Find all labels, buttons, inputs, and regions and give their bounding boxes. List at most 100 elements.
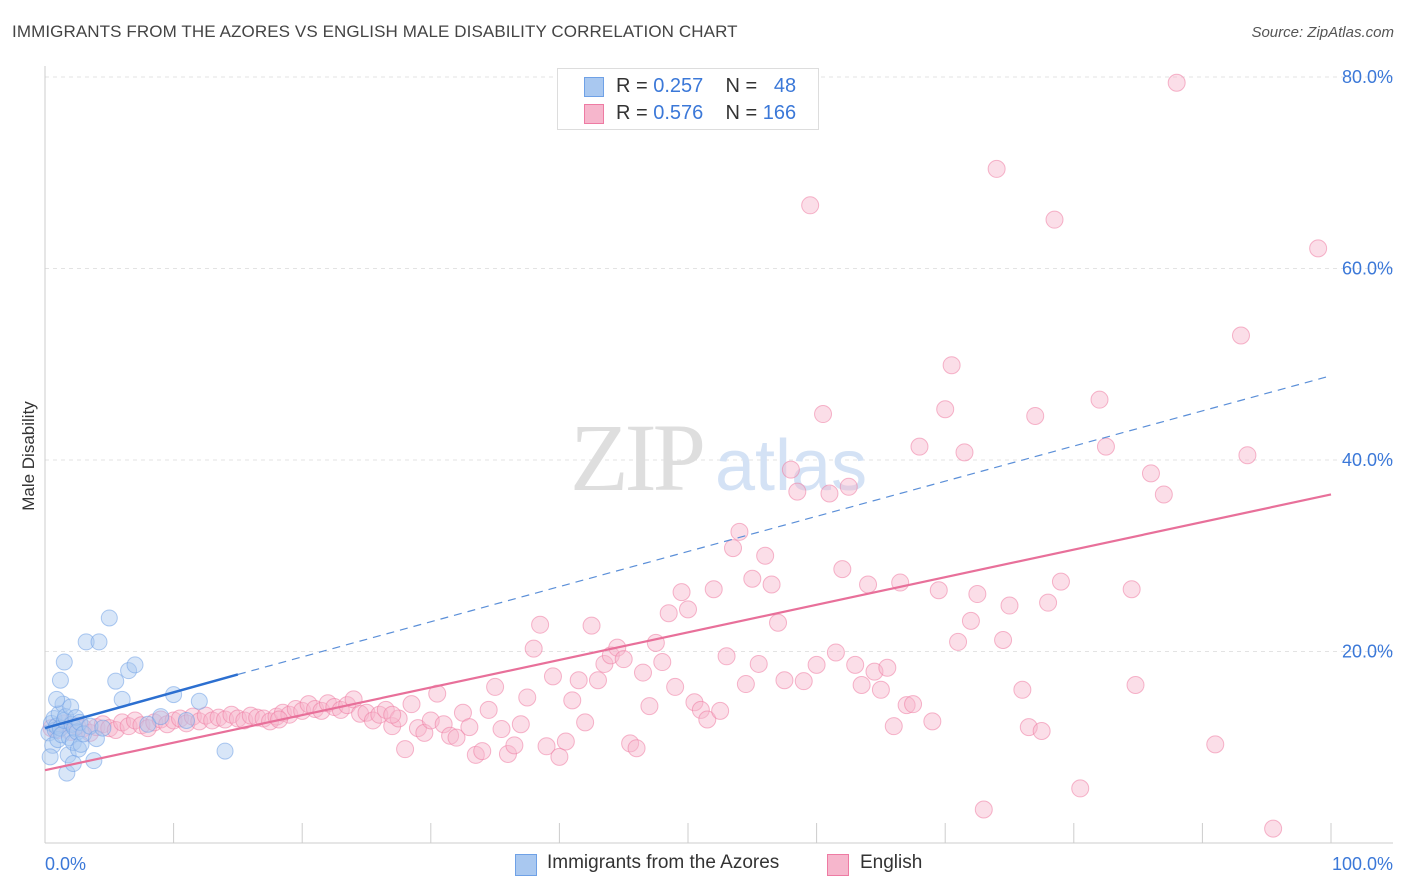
- data-point: [1231, 326, 1250, 345]
- trend-line-azores: [44, 673, 239, 730]
- data-point: [1141, 464, 1160, 483]
- data-point: [447, 728, 466, 747]
- data-point: [910, 437, 929, 456]
- data-point: [434, 715, 453, 734]
- data-point: [1013, 680, 1032, 699]
- data-point: [1039, 593, 1058, 612]
- data-point: [524, 639, 543, 658]
- data-point: [942, 356, 961, 375]
- data-point: [698, 710, 717, 729]
- data-point: [936, 400, 955, 419]
- data-point: [1090, 390, 1109, 409]
- data-point: [550, 747, 569, 766]
- data-point: [852, 676, 871, 695]
- data-point: [769, 613, 788, 632]
- data-point: [839, 477, 858, 496]
- data-point: [87, 730, 105, 748]
- data-point: [126, 656, 144, 674]
- data-point: [1032, 721, 1051, 740]
- data-point: [633, 663, 652, 682]
- data-point: [1238, 446, 1257, 465]
- legend-n-value: 166: [762, 102, 797, 124]
- data-point: [1206, 735, 1225, 754]
- watermark-zip: ZIP: [570, 404, 703, 511]
- data-point: [152, 708, 170, 726]
- trend-line-english: [44, 493, 1332, 772]
- data-point: [505, 736, 524, 755]
- data-point: [846, 655, 865, 674]
- data-point: [897, 696, 916, 715]
- data-point: [216, 742, 234, 760]
- data-point: [743, 569, 762, 588]
- data-point: [1167, 73, 1186, 92]
- data-point: [531, 615, 550, 634]
- data-point: [100, 609, 118, 627]
- data-point: [1026, 406, 1045, 425]
- data-point: [107, 672, 125, 690]
- data-point: [833, 560, 852, 579]
- data-point: [588, 671, 607, 690]
- data-point: [949, 632, 968, 651]
- data-point: [518, 688, 537, 707]
- x-tick-label: 100.0%: [1332, 854, 1393, 874]
- data-point: [704, 580, 723, 599]
- bottom-legend-label-azores: Immigrants from the Azores: [547, 852, 780, 873]
- data-point: [1309, 239, 1328, 258]
- data-point: [994, 631, 1013, 650]
- data-point: [711, 701, 730, 720]
- data-point: [801, 196, 820, 215]
- data-point: [672, 583, 691, 602]
- data-point: [582, 616, 601, 635]
- data-point: [1045, 210, 1064, 229]
- data-point: [383, 705, 402, 724]
- legend-text-azores: R = 0.257 N = 48: [616, 75, 796, 98]
- data-point: [781, 460, 800, 479]
- data-point: [923, 712, 942, 731]
- data-point: [479, 700, 498, 719]
- data-point: [41, 748, 59, 766]
- bottom-legend-label-english: English: [860, 852, 923, 873]
- data-point: [190, 692, 208, 710]
- axes: [44, 66, 1393, 844]
- legend-n-value: 48: [773, 75, 797, 97]
- data-point: [59, 746, 77, 764]
- data-point: [94, 719, 112, 737]
- data-point: [775, 671, 794, 690]
- data-point: [736, 675, 755, 694]
- data-point: [1126, 676, 1145, 695]
- bottom-legend-swatch-english: [827, 854, 849, 876]
- data-point: [717, 647, 736, 666]
- data-point: [871, 680, 890, 699]
- data-point: [139, 715, 157, 733]
- data-point: [756, 546, 775, 565]
- data-point: [884, 717, 903, 736]
- y-axis-label: Male Disability: [19, 401, 38, 511]
- data-point: [62, 698, 80, 716]
- legend-r-value: 0.257: [653, 75, 704, 97]
- bottom-legend-swatch-azores: [515, 854, 537, 876]
- data-point: [569, 671, 588, 690]
- data-point: [563, 691, 582, 710]
- legend-swatch-english: [584, 104, 604, 124]
- y-tick-label: 80.0%: [1342, 67, 1393, 87]
- y-tick-label: 20.0%: [1342, 642, 1393, 662]
- data-point: [826, 643, 845, 662]
- data-point: [814, 405, 833, 424]
- data-point: [492, 720, 511, 739]
- legend-n-label: N =: [725, 75, 763, 97]
- data-point: [51, 671, 69, 689]
- data-point: [1000, 596, 1019, 615]
- trend-lines: [44, 375, 1332, 772]
- data-point: [685, 693, 704, 712]
- data-point: [653, 653, 672, 672]
- data-point: [1154, 485, 1173, 504]
- data-point: [955, 443, 974, 462]
- legend-n-label: N =: [725, 102, 763, 124]
- x-tick-label: 0.0%: [45, 854, 86, 874]
- legend-r-label: R =: [616, 75, 654, 97]
- data-point: [968, 585, 987, 604]
- data-point: [762, 575, 781, 594]
- data-point: [987, 159, 1006, 178]
- source-label: Source: ZipAtlas.com: [1251, 24, 1394, 41]
- data-point: [396, 740, 415, 759]
